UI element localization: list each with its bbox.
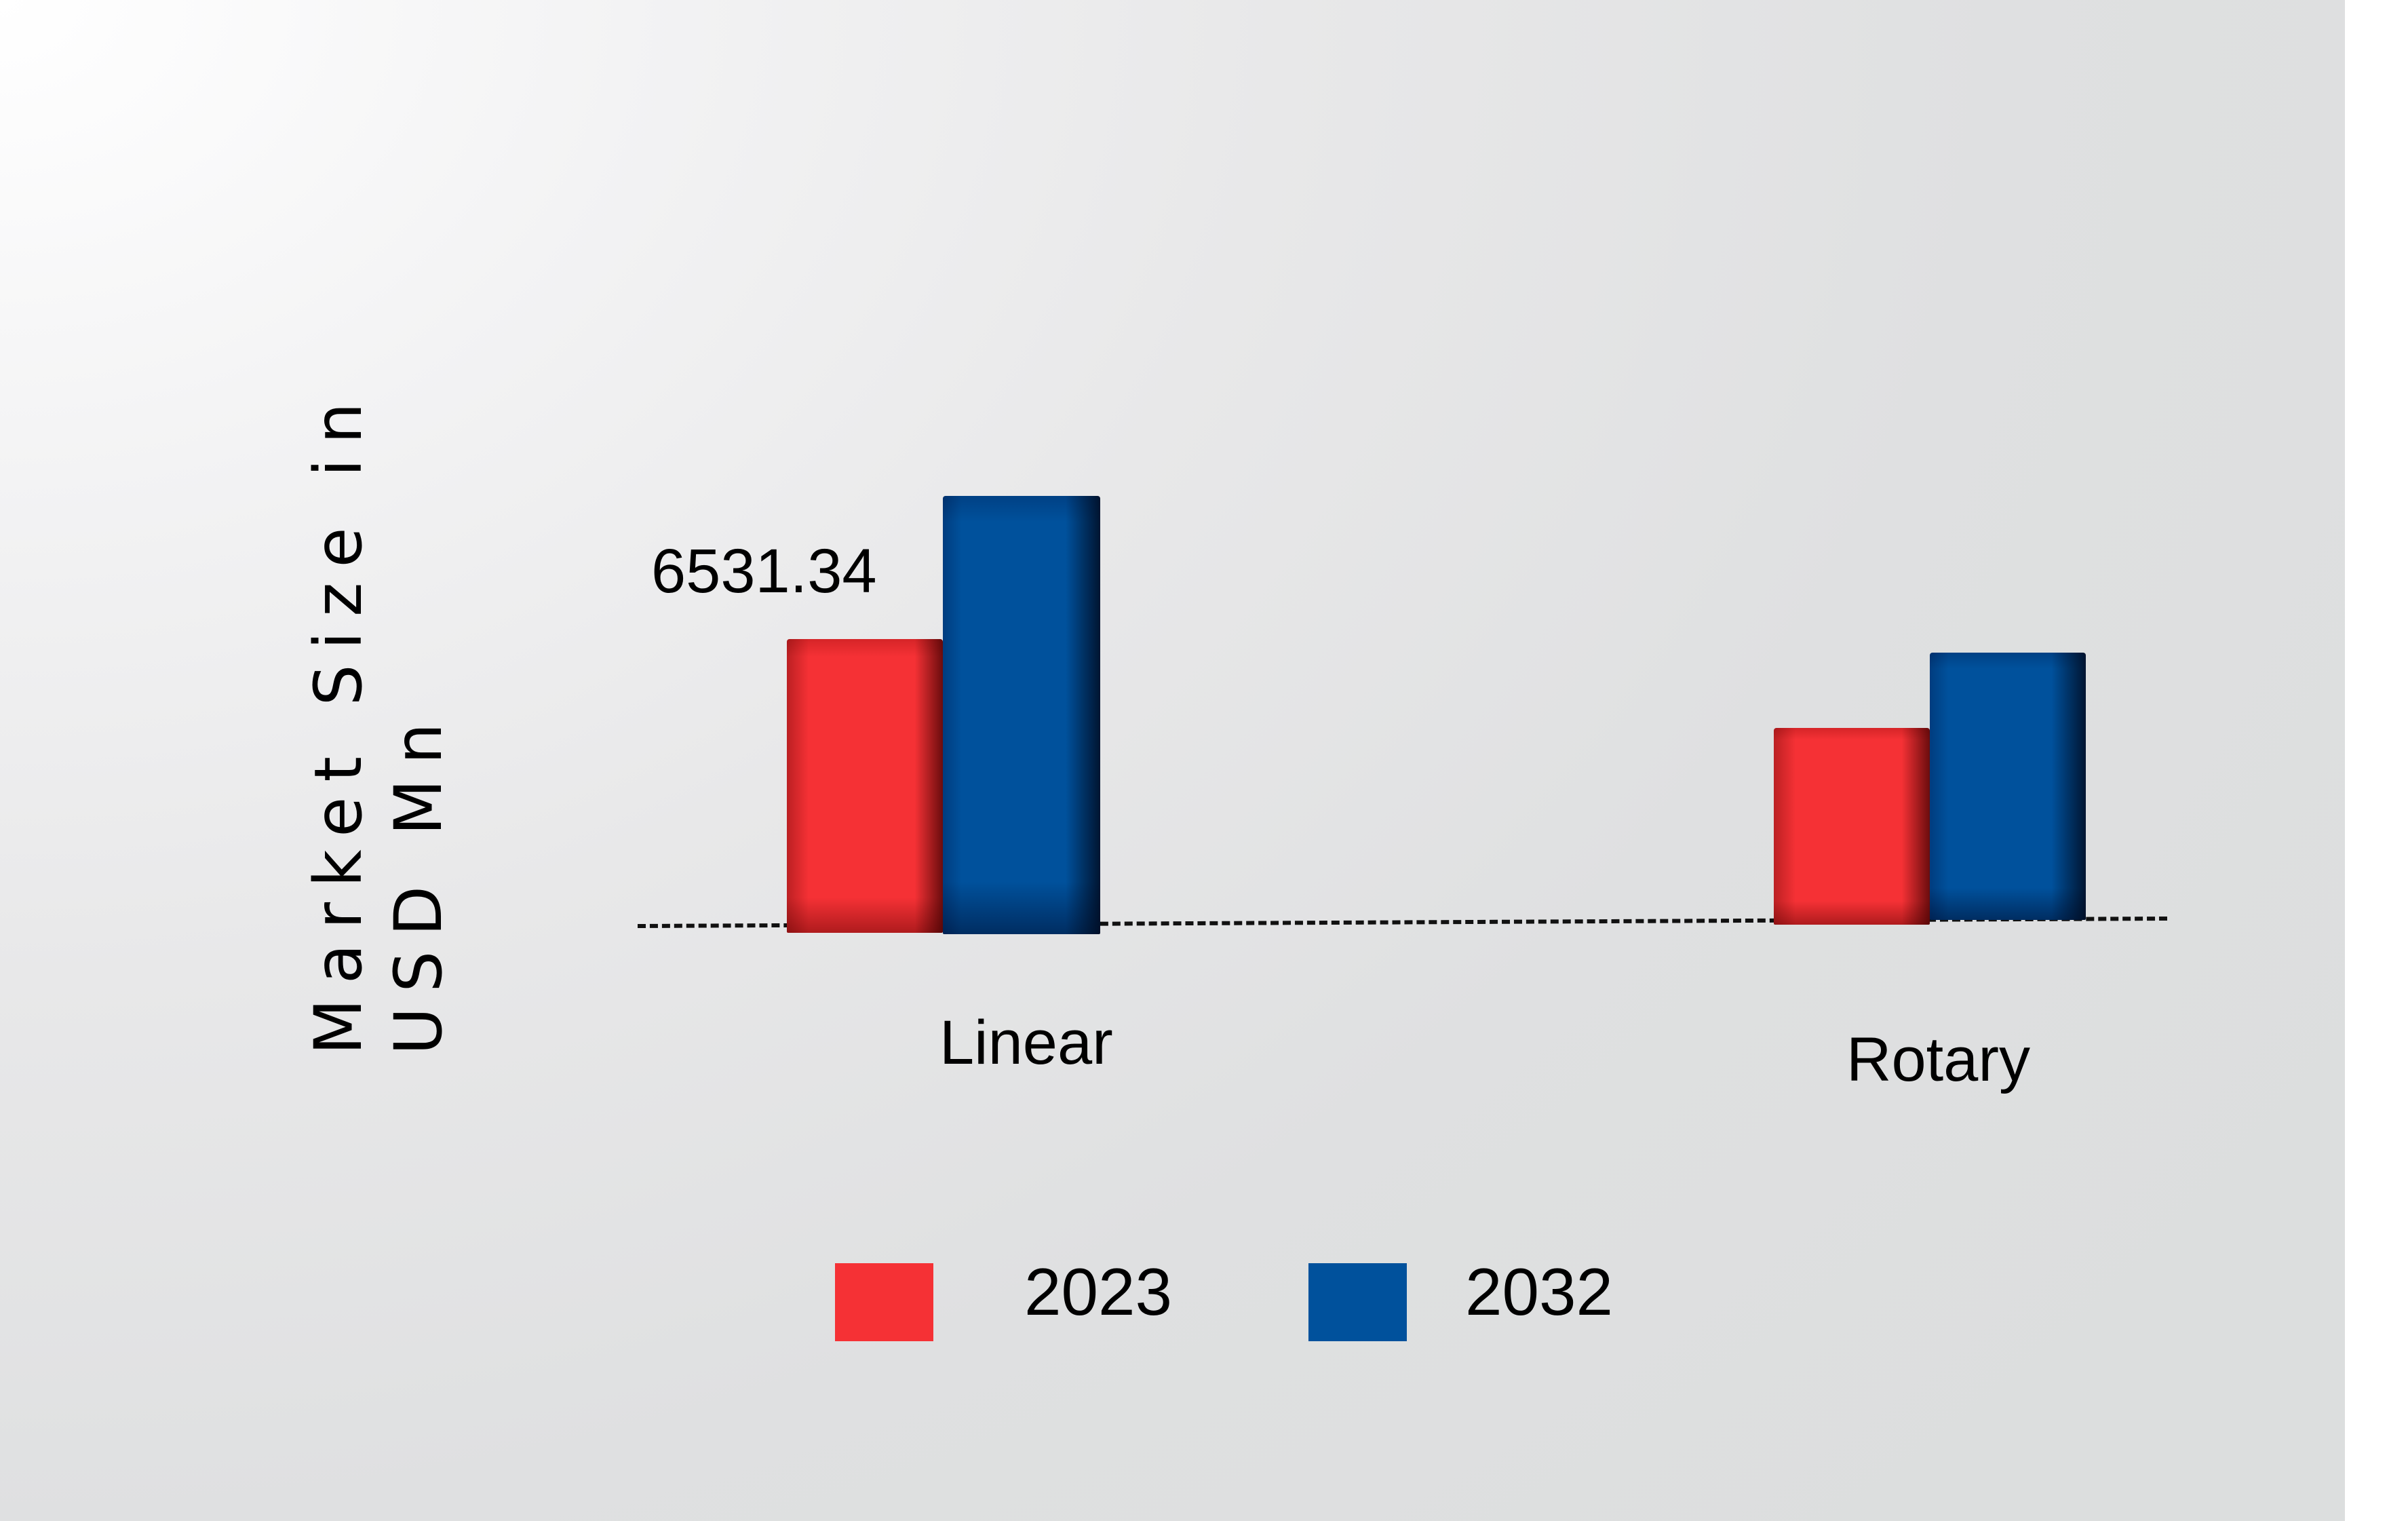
category-label-linear: Linear: [939, 1008, 1113, 1077]
y-axis-label: Market Size in USD Mn: [298, 387, 459, 1055]
bar-rotary-2032: [1930, 653, 2086, 920]
legend-label-2032: 2032: [1465, 1254, 1614, 1329]
bar-linear-2032: [943, 496, 1100, 934]
legend-swatch-2032: [1308, 1263, 1407, 1341]
data-label-linear-2023: 6531.34: [651, 537, 877, 606]
bar-linear-2023: [787, 639, 943, 933]
y-axis-label-line1: Market Size in: [300, 387, 376, 1055]
legend-swatch-2023: [835, 1263, 933, 1341]
y-axis-label-line2: USD Mn: [381, 708, 457, 1055]
legend-label-2023: 2023: [1024, 1254, 1173, 1329]
category-label-rotary: Rotary: [1846, 1025, 2030, 1094]
bar-rotary-2023: [1774, 728, 1930, 925]
